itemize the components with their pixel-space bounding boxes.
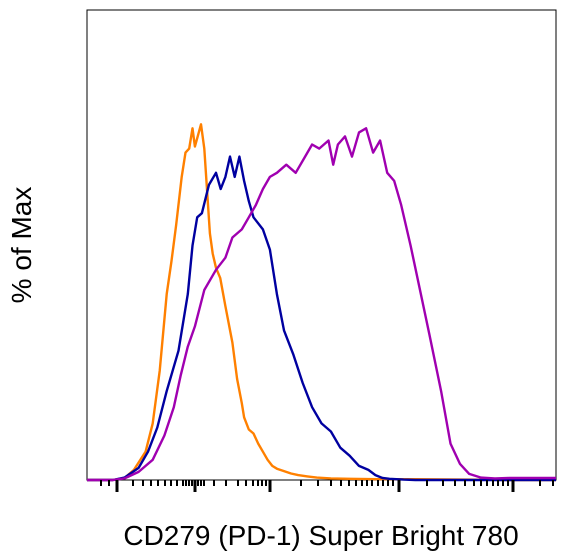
series-layer <box>87 123 556 482</box>
plot-frame <box>86 9 557 481</box>
series-line-1 <box>87 123 556 482</box>
x-axis-ticks <box>100 480 554 492</box>
y-axis-title: % of Max <box>6 187 37 304</box>
series-line-3 <box>87 127 556 482</box>
x-axis-title: CD279 (PD-1) Super Bright 780 <box>123 520 518 551</box>
series-line-2 <box>87 155 556 482</box>
